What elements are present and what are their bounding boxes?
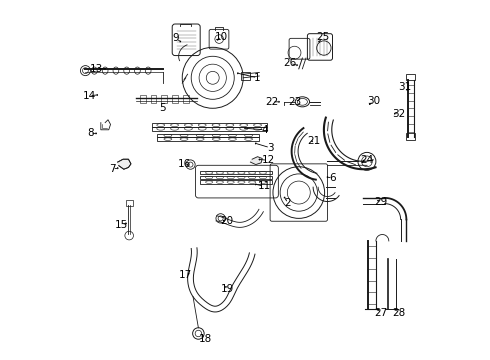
Text: 31: 31 — [398, 82, 411, 93]
Text: 17: 17 — [179, 270, 193, 280]
Text: 30: 30 — [367, 96, 380, 106]
Text: 8: 8 — [87, 129, 94, 138]
Text: 21: 21 — [308, 136, 321, 145]
Bar — [140, 95, 146, 103]
Text: 25: 25 — [316, 32, 329, 42]
Bar — [242, 72, 250, 80]
Bar — [152, 127, 267, 131]
Text: 26: 26 — [283, 58, 296, 68]
Text: 5: 5 — [159, 103, 166, 113]
Text: 20: 20 — [220, 216, 233, 226]
Bar — [200, 176, 272, 179]
Text: 6: 6 — [330, 173, 336, 183]
Bar — [406, 74, 416, 80]
Bar — [157, 134, 259, 137]
Bar — [161, 95, 167, 103]
Text: 19: 19 — [221, 284, 234, 294]
Polygon shape — [118, 159, 131, 169]
Bar — [126, 201, 133, 206]
Text: 12: 12 — [262, 155, 275, 165]
Text: 28: 28 — [392, 308, 405, 318]
Bar — [151, 95, 156, 103]
Text: 15: 15 — [115, 220, 128, 230]
Text: 27: 27 — [375, 308, 388, 318]
Bar — [157, 137, 259, 140]
Text: 22: 22 — [265, 97, 278, 107]
Text: 9: 9 — [173, 33, 179, 43]
Text: 2: 2 — [285, 198, 292, 208]
Bar — [172, 95, 178, 103]
Text: 13: 13 — [90, 64, 103, 74]
Text: 4: 4 — [261, 125, 268, 135]
Text: 10: 10 — [215, 32, 228, 41]
Text: 3: 3 — [267, 143, 273, 153]
Bar — [152, 123, 267, 127]
Text: 18: 18 — [199, 333, 212, 343]
Bar — [183, 95, 189, 103]
Text: 32: 32 — [392, 109, 406, 119]
Bar — [200, 180, 272, 184]
Text: 7: 7 — [109, 164, 116, 174]
Text: 11: 11 — [257, 181, 270, 191]
Text: 16: 16 — [177, 159, 191, 169]
Text: 14: 14 — [82, 91, 96, 101]
Bar — [200, 171, 272, 174]
Text: 1: 1 — [254, 73, 261, 83]
Text: 23: 23 — [288, 97, 301, 107]
Bar — [406, 134, 416, 140]
Text: 29: 29 — [374, 197, 387, 207]
Text: 24: 24 — [360, 155, 373, 165]
Polygon shape — [250, 157, 262, 165]
